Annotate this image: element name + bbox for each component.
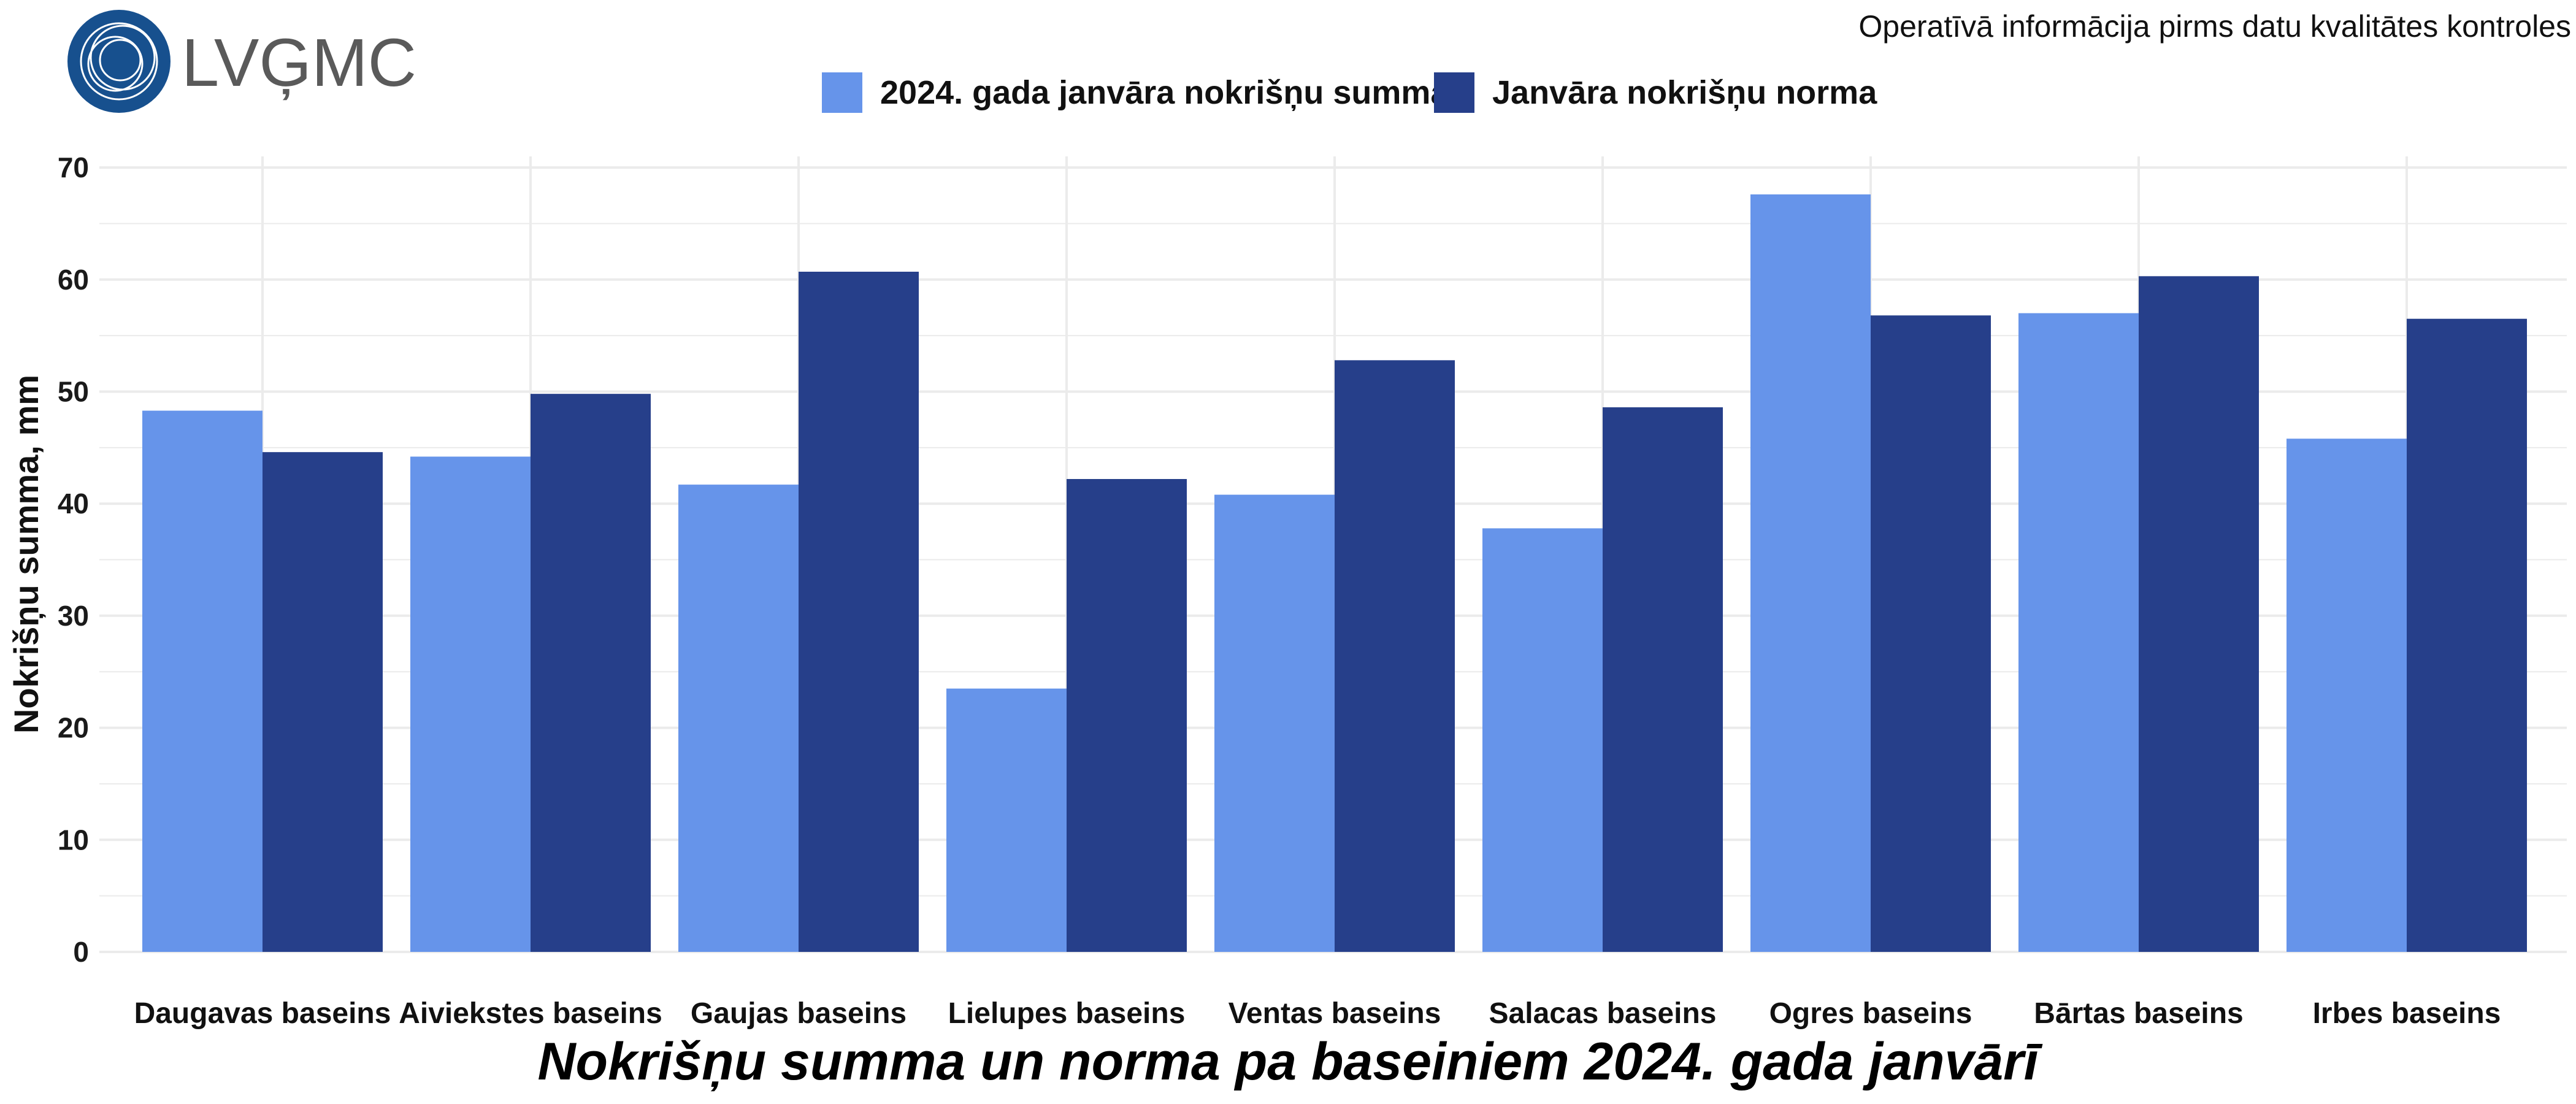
bar-norm [1603,407,1723,952]
y-tick-label: 40 [58,488,89,519]
bar-actual [1482,528,1603,952]
y-tick-label: 0 [73,936,89,968]
chart-title: Nokrišņu summa un norma pa baseiniem 202… [537,1032,2039,1091]
x-category-label: Salacas baseins [1489,997,1717,1030]
x-category-label: Ogres baseins [1769,997,1972,1030]
bar-actual [142,410,263,952]
y-tick-label: 70 [58,151,89,183]
y-axis-title: Nokrišņu summa, mm [7,375,46,734]
y-tick-label: 30 [58,600,89,632]
legend-swatch-actual [822,72,862,113]
legend-label-actual: 2024. gada janvāra nokrišņu summa [880,74,1449,111]
bar-norm [531,394,651,952]
x-category-label: Bārtas baseins [2034,997,2244,1030]
bar-actual [2018,313,2139,952]
x-category-label: Daugavas baseins [134,997,391,1030]
lvgmc-logo: LVĢMC [67,10,416,113]
x-category-label: Gaujas baseins [691,997,907,1030]
bar-norm [2407,318,2527,952]
bar-actual [410,456,531,952]
bar-actual [2287,439,2407,952]
y-tick-label: 10 [58,824,89,856]
bar-norm [263,452,383,952]
legend-swatch-norm [1434,72,1474,113]
y-tick-label: 60 [58,264,89,296]
bar-actual [946,688,1067,952]
bar-norm [1067,479,1187,952]
bar-actual [678,485,799,952]
bar-norm [1335,360,1455,952]
y-tick-label: 20 [58,712,89,744]
x-category-label: Lielupes baseins [948,997,1186,1030]
x-category-label: Aiviekstes baseins [399,997,662,1030]
lvgmc-logo-text: LVĢMC [182,25,416,101]
bar-norm [1871,315,1991,953]
bar-norm [2139,276,2259,953]
x-category-label: Ventas baseins [1229,997,1441,1030]
y-tick-label: 50 [58,376,89,408]
data-quality-notice: Operatīvā informācija pirms datu kvalitā… [1858,9,2571,44]
lvgmc-emblem-icon [67,10,171,113]
legend-label-norm: Janvāra nokrišņu norma [1492,74,1877,111]
bar-actual [1214,494,1335,952]
bar-norm [799,272,919,952]
x-category-label: Irbes baseins [2313,997,2501,1030]
bar-actual [1750,194,1871,952]
